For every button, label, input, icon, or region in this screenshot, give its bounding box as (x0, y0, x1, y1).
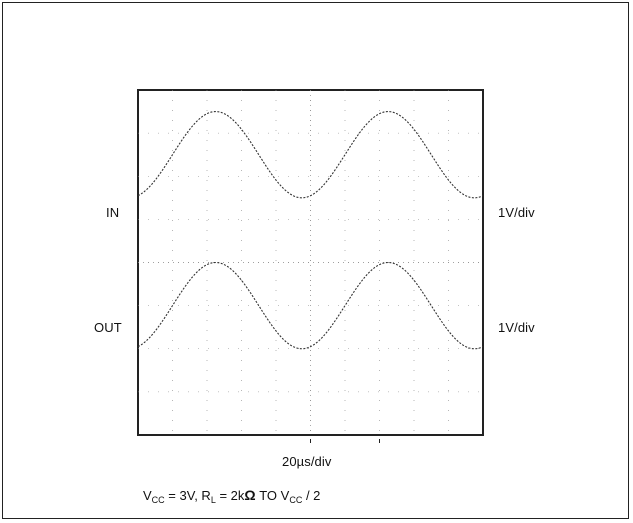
x-axis-scale-label: 20µs/div (282, 454, 332, 469)
test-conditions-caption: VCC = 3V, RL = 2kΩ TO VCC / 2 (143, 487, 321, 505)
figure-frame (2, 2, 629, 519)
out-channel-label: OUT (94, 320, 122, 335)
trace-out (137, 261, 484, 350)
plot-border (137, 89, 484, 436)
out-scale-label: 1V/div (498, 320, 535, 335)
grid (138, 90, 483, 443)
in-scale-label: 1V/div (498, 205, 535, 220)
in-channel-label: IN (106, 205, 120, 220)
traces (137, 111, 484, 350)
trace-in (137, 111, 484, 199)
